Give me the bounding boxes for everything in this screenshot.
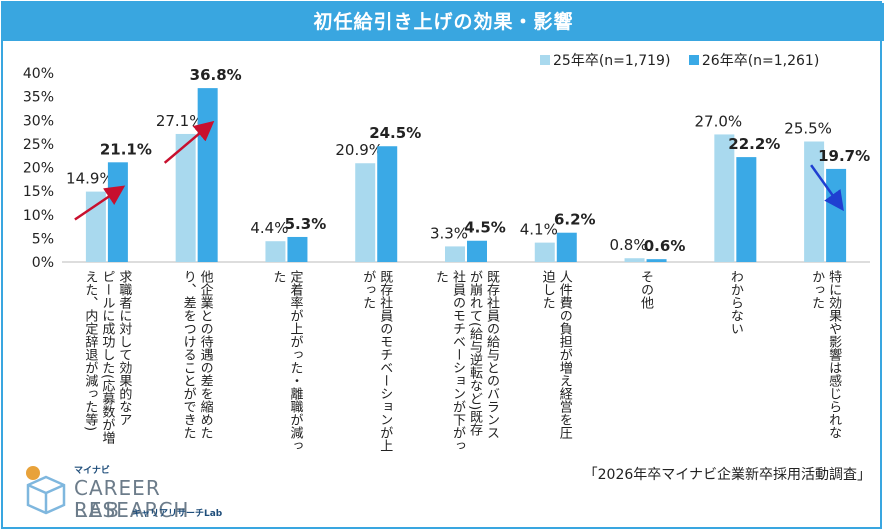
- data-label-25: 27.1%: [156, 112, 204, 130]
- career-research-lab-logo: マイナビ CAREER RESEARCH LAB キャリアリサーチLab: [22, 463, 242, 523]
- legend-item-26: 26年卒(n=1,261): [688, 50, 820, 70]
- data-label-26: 36.8%: [190, 66, 242, 84]
- bar-25: [85, 191, 106, 262]
- cube-logo-icon: [26, 466, 66, 515]
- bar-26: [467, 240, 487, 262]
- trend-arrow: [163, 120, 215, 164]
- bar-26: [646, 259, 667, 262]
- legend-label-25: 25年卒(n=1,719): [553, 53, 671, 69]
- legend-item-25: 25年卒(n=1,719): [540, 50, 670, 70]
- data-label-26: 19.7%: [818, 147, 870, 165]
- bar-25: [804, 141, 825, 262]
- bar-25: [534, 242, 555, 262]
- chart-title: 初任給引き上げの効果・影響: [3, 3, 884, 41]
- y-tick-label: 20%: [23, 161, 54, 177]
- bar-26: [826, 168, 847, 262]
- data-label-26: 6.2%: [554, 211, 596, 229]
- logo-main-text: CAREER RESEARCH: [74, 476, 190, 522]
- category-label: 既存社員のモチベーションが上 がった: [360, 270, 393, 452]
- legend: 25年卒(n=1,719) 26年卒(n=1,261): [540, 50, 833, 70]
- y-tick-label: 35%: [23, 90, 54, 106]
- legend-label-26: 26年卒(n=1,261): [701, 53, 820, 69]
- bar-25: [445, 246, 465, 262]
- logo-lab-text: LAB: [74, 498, 123, 522]
- category-label: 既存社員の給与とのバランス が崩れて(給与逆転など)既存 社員のモチベーションが…: [433, 270, 499, 452]
- y-tick-label: 40%: [23, 66, 54, 82]
- y-tick-label: 15%: [23, 184, 54, 200]
- data-label-26: 22.2%: [728, 135, 780, 153]
- category-label: 特に効果や影響は感じられな かった: [809, 270, 842, 439]
- legend-swatch-26: [688, 55, 699, 65]
- data-label-25: 27.0%: [695, 112, 743, 130]
- bar-25: [355, 163, 376, 262]
- data-label-26: 0.6%: [644, 237, 686, 255]
- category-label: その他: [638, 270, 654, 309]
- category-label: 定着率が上がった・離職が減っ た: [270, 270, 303, 452]
- y-tick-label: 30%: [23, 113, 54, 129]
- bar-25: [714, 134, 735, 262]
- bar-26: [287, 236, 308, 262]
- data-label-26: 5.3%: [285, 215, 327, 233]
- bar-26: [197, 88, 218, 263]
- data-label-25: 3.3%: [430, 224, 468, 242]
- y-tick-label: 5%: [32, 231, 54, 247]
- data-label-25: 14.9%: [66, 170, 114, 188]
- y-tick-label: 0%: [32, 255, 54, 271]
- y-tick-label: 10%: [23, 208, 54, 224]
- category-label: わからない: [727, 270, 743, 335]
- data-label-26: 4.5%: [464, 219, 506, 237]
- logo-small-text: マイナビ: [74, 466, 110, 476]
- data-label-25: 25.5%: [784, 120, 832, 138]
- source-note: 「2026年卒マイナビ企業新卒採用活動調査」: [583, 467, 871, 483]
- data-label-25: 0.8%: [610, 236, 648, 254]
- legend-swatch-25: [540, 55, 550, 65]
- category-label: 人件費の負担が増え経営を圧 迫した: [539, 270, 572, 439]
- bar-26: [377, 146, 398, 262]
- bar-25: [624, 258, 645, 262]
- bar-25: [265, 241, 286, 262]
- y-tick-label: 25%: [23, 137, 54, 153]
- data-label-26: 24.5%: [369, 124, 421, 142]
- bar-25: [175, 133, 196, 262]
- bar-26: [107, 162, 128, 262]
- data-label-25: 20.9%: [335, 141, 383, 159]
- data-label-26: 21.1%: [100, 140, 152, 158]
- data-label-25: 4.1%: [520, 221, 558, 239]
- category-label: 求職者に対して効果的なア ピールに成功した(応募数が増 えた、内定辞退が減った等…: [82, 270, 132, 445]
- trend-arrow: [810, 164, 844, 212]
- bar-26: [556, 232, 577, 262]
- logo-sub-text: キャリアリサーチLab: [132, 509, 223, 519]
- category-label: 他企業との待遇の差を縮めた り、差をつけることができた: [180, 270, 213, 439]
- data-label-25: 4.4%: [250, 219, 288, 237]
- bar-26: [736, 157, 757, 262]
- trend-arrow: [74, 185, 126, 221]
